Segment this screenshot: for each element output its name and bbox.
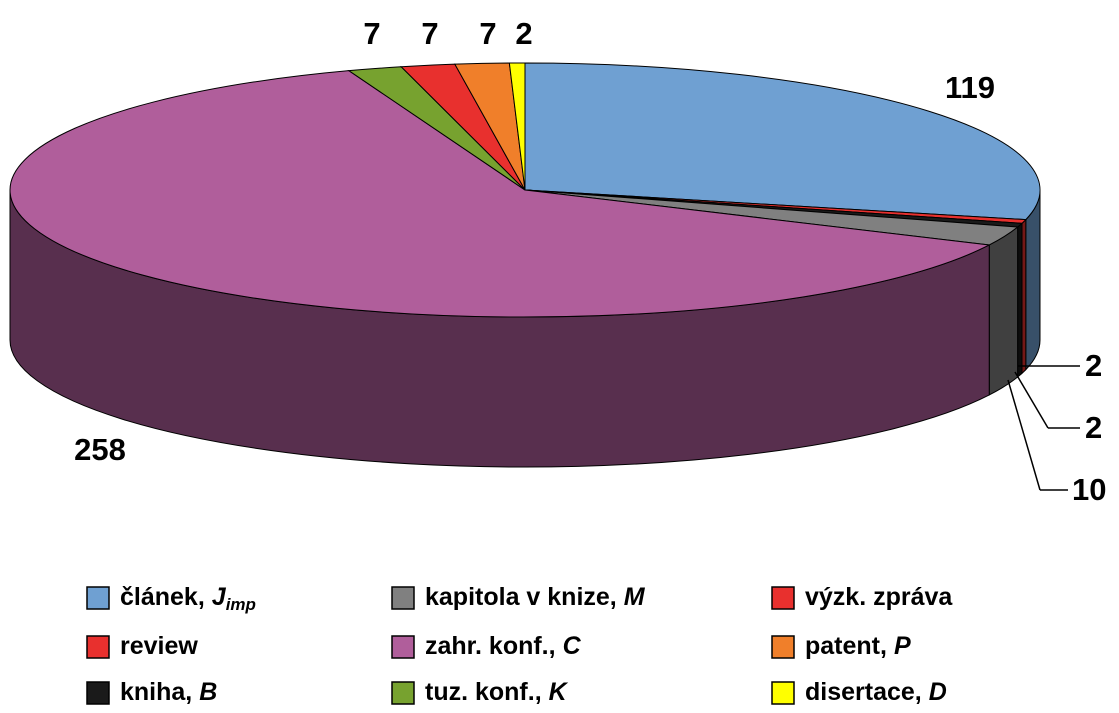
legend-label: článek, Jimp [120, 583, 256, 615]
legend-swatch [771, 586, 795, 610]
legend-text: článek, [120, 583, 205, 611]
data-label: 258 [74, 432, 126, 467]
leader-line [1014, 371, 1049, 429]
legend-text: kapitola v knize, [425, 583, 617, 611]
legend-swatch [771, 635, 795, 659]
data-label: 10 [1072, 472, 1106, 507]
legend-swatch [391, 635, 415, 659]
legend-italic: K [549, 678, 569, 706]
slice [9, 70, 991, 318]
legend-label: zahr. konf., C [425, 632, 582, 660]
legend-swatch [86, 635, 110, 659]
legend-italic: M [624, 583, 646, 611]
data-label: 7 [421, 16, 438, 51]
legend-text: patent, [805, 632, 887, 660]
legend-swatch [86, 586, 110, 610]
data-label: 7 [363, 16, 380, 51]
data-label: 2 [515, 16, 532, 51]
legend-italic: P [894, 632, 911, 660]
legend-text: review [120, 632, 198, 660]
legend-text: disertace, [805, 678, 922, 706]
legend-label: výzk. zpráva [805, 583, 953, 611]
legend-label: kapitola v knize, M [425, 583, 646, 611]
slice-side [988, 225, 1019, 396]
legend-swatch [771, 681, 795, 705]
legend-label: tuz. konf., K [425, 678, 569, 706]
legend-label: kniha, B [120, 678, 217, 706]
slice [508, 62, 526, 191]
data-label: 2 [1085, 410, 1102, 445]
legend-text: tuz. konf., [425, 678, 542, 706]
legend-swatch [391, 586, 415, 610]
legend-label: patent, P [805, 632, 911, 660]
slice [524, 62, 1041, 221]
legend-text: kniha, [120, 678, 192, 706]
legend-swatch [391, 681, 415, 705]
legend-label: review [120, 632, 198, 660]
legend-italic: J [212, 583, 227, 611]
leader-line [1007, 379, 1041, 491]
data-label: 119 [945, 70, 995, 105]
data-label: 7 [479, 16, 496, 51]
data-label: 2 [1085, 348, 1102, 383]
legend-swatch [86, 681, 110, 705]
legend-sub: imp [226, 595, 256, 614]
legend-italic: B [199, 678, 217, 706]
slice-side [1021, 218, 1027, 375]
legend-text: výzk. zpráva [805, 583, 953, 611]
legend-italic: C [563, 632, 582, 660]
slice-side [1017, 222, 1023, 379]
legend-label: disertace, D [805, 678, 947, 706]
legend-text: zahr. konf., [425, 632, 556, 660]
legend-italic: D [929, 678, 947, 706]
